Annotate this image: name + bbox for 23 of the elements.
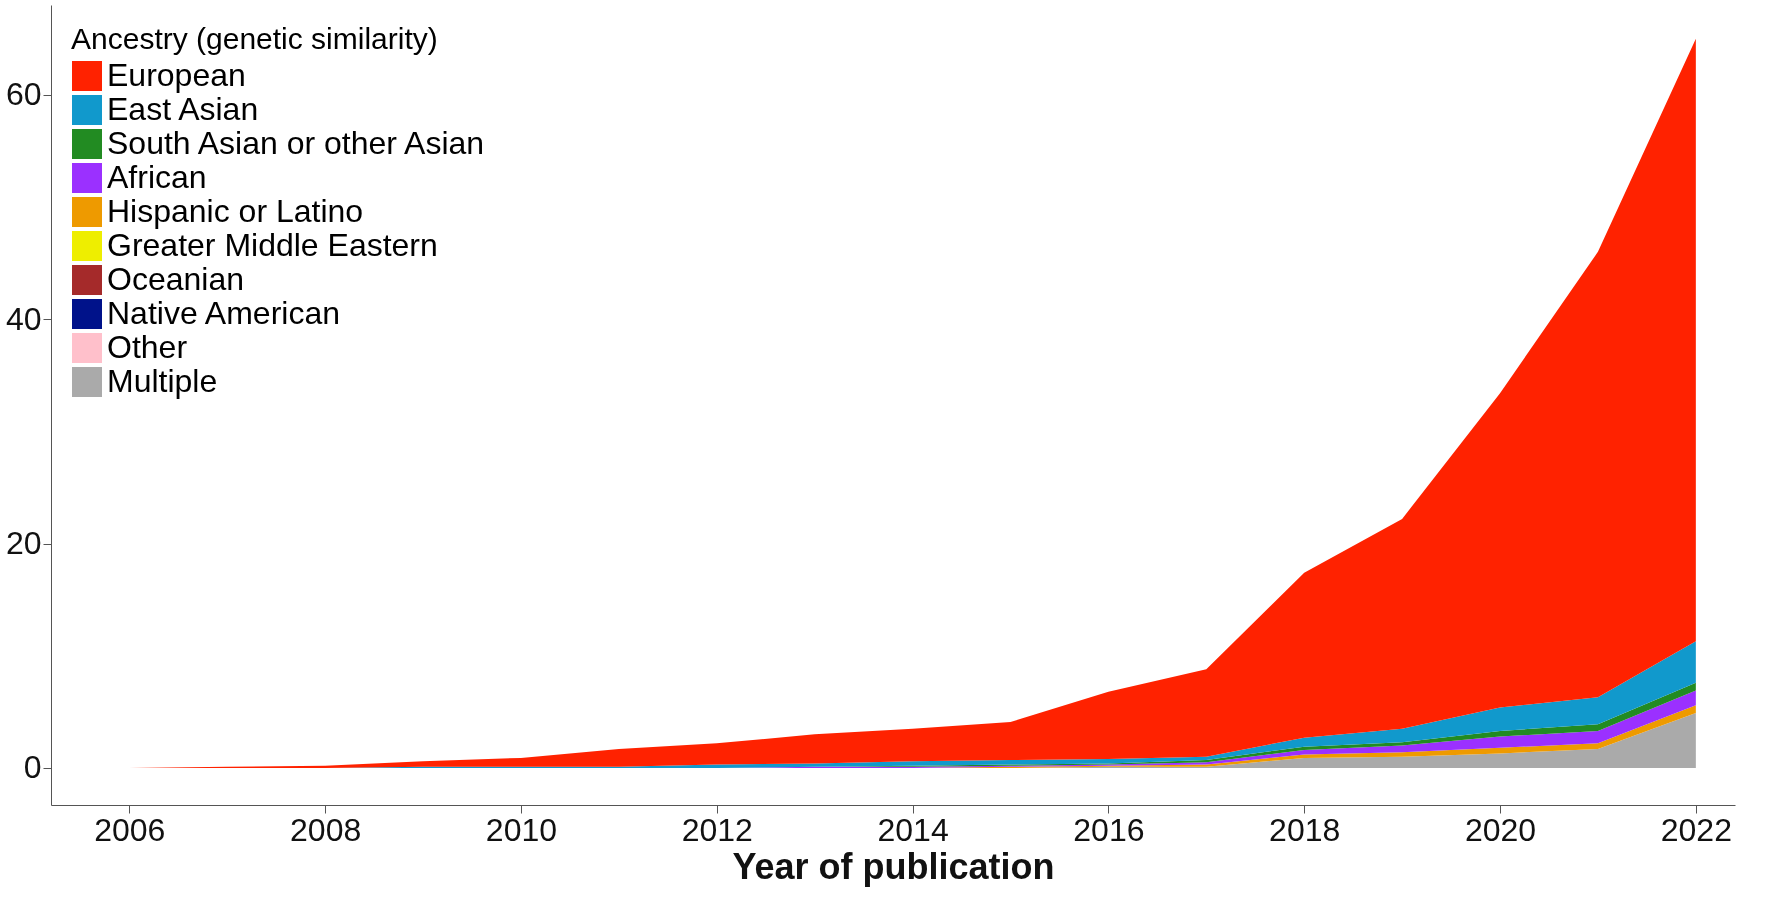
legend-label: South Asian or other Asian: [107, 125, 485, 161]
y-tick-label: 40: [5, 300, 42, 337]
x-tick-label: 2020: [1464, 811, 1537, 848]
x-tick-label: 2008: [290, 811, 362, 848]
legend-title: Ancestry (genetic similarity): [71, 22, 438, 55]
y-tick-label: 20: [5, 525, 42, 562]
x-tick-label: 2018: [1269, 811, 1341, 848]
legend-label: Other: [107, 329, 188, 365]
legend-label: African: [107, 159, 207, 195]
x-tick-label: 2012: [681, 811, 753, 848]
legend-label: Oceanian: [107, 261, 244, 297]
x-tick-label: 2016: [1073, 811, 1145, 848]
legend-label: Hispanic or Latino: [107, 193, 364, 229]
x-tick-label: 2006: [94, 811, 166, 848]
legend-label: European: [107, 57, 246, 93]
legend-label: Native American: [107, 295, 340, 331]
y-tick-label: 0: [23, 749, 42, 786]
x-tick-label: 2014: [877, 811, 949, 848]
y-tick-label: 60: [5, 76, 42, 113]
x-tick-label: 2022: [1660, 811, 1732, 848]
x-axis-title: Year of publication: [732, 845, 1055, 887]
x-tick-label: 2010: [485, 811, 558, 848]
legend-label: Multiple: [107, 363, 218, 399]
